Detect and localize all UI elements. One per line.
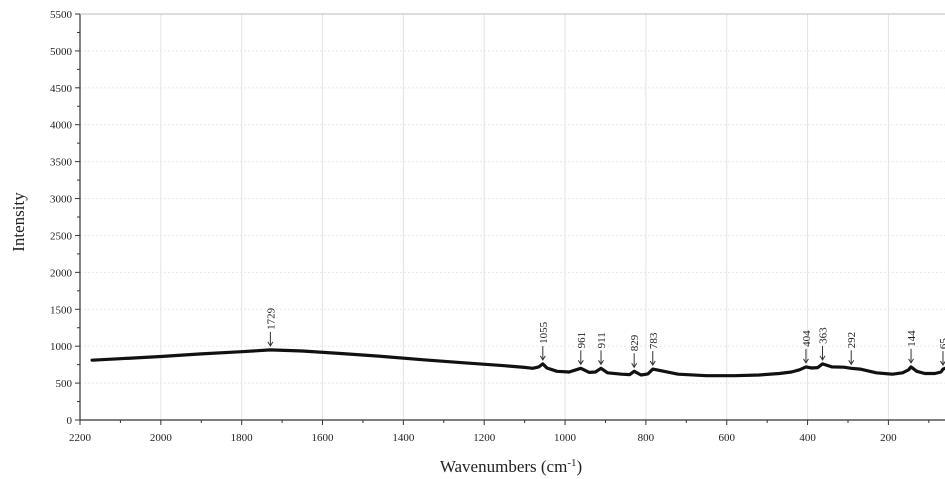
x-axis-title-suffix: ): [577, 457, 583, 476]
peak-label: 363: [818, 327, 830, 344]
peak-arrowhead: [908, 358, 914, 364]
y-tick-label: 3500: [50, 157, 73, 169]
peak-arrowhead: [598, 360, 604, 366]
grid: [79, 13, 945, 421]
peak-annotations: 1729 1055 961 911 829 783 404 363 292 144 65: [265, 307, 945, 369]
peak-arrowhead: [848, 360, 855, 366]
x-axis-title: Wavenumbers (cm-1): [440, 457, 582, 476]
peak-arrowhead: [803, 358, 809, 364]
peak-arrowhead: [267, 341, 274, 347]
y-tick-label: 4500: [50, 83, 73, 95]
x-axis-title-superscript: -1: [567, 457, 576, 469]
peak-arrowhead: [649, 360, 656, 367]
peak-label: 292: [846, 332, 858, 349]
peak-label: 1055: [538, 321, 550, 344]
y-axis-title: Intensity: [9, 192, 28, 252]
x-tick-label: 200: [880, 432, 897, 444]
x-tick-label: 1600: [312, 432, 335, 444]
y-tick-label: 500: [56, 378, 73, 390]
y-tick-label: 5000: [50, 46, 73, 58]
peak-label: 144: [906, 330, 918, 347]
x-tick-label: 1000: [554, 432, 577, 444]
x-tick-label: 600: [718, 432, 735, 444]
x-tick-label: 800: [638, 432, 655, 444]
peak-label: 911: [596, 332, 608, 348]
x-tick-label: 1800: [231, 432, 254, 444]
peak-arrowhead: [539, 355, 546, 361]
x-tick-label: 2000: [150, 432, 173, 444]
axes: 0 500 1000 1500 2000 2500 3000 3500 4000 4500 5000…: [50, 9, 945, 444]
y-tick-label: 2500: [50, 230, 73, 242]
peak-arrowhead: [819, 355, 826, 361]
x-tick-label: 2200: [69, 432, 92, 444]
y-tick-label: 5500: [50, 9, 73, 21]
spectrum-line: [90, 348, 945, 378]
peak-arrowhead: [577, 360, 584, 366]
y-tick-label: 4000: [50, 120, 73, 132]
peak-label: 961: [576, 332, 588, 349]
y-tick-label: 1000: [50, 341, 73, 353]
peak-label: 829: [629, 334, 641, 351]
x-tick-label: 1400: [392, 432, 415, 444]
peak-label: 1729: [265, 307, 277, 330]
x-axis-title-main: Wavenumbers (cm: [440, 457, 568, 476]
peak-label: 404: [801, 330, 813, 347]
peak-label: 65: [938, 338, 945, 350]
x-tick-label: 1200: [473, 432, 496, 444]
spectrum-line-group: [90, 348, 945, 378]
y-tick-label: 3000: [50, 194, 73, 206]
y-tick-label: 1500: [50, 304, 73, 316]
y-tick-label: 0: [67, 415, 73, 427]
peak-label: 783: [648, 332, 660, 349]
y-tick-label: 2000: [50, 267, 73, 279]
x-tick-label: 400: [799, 432, 816, 444]
peak-arrowhead: [631, 363, 638, 369]
